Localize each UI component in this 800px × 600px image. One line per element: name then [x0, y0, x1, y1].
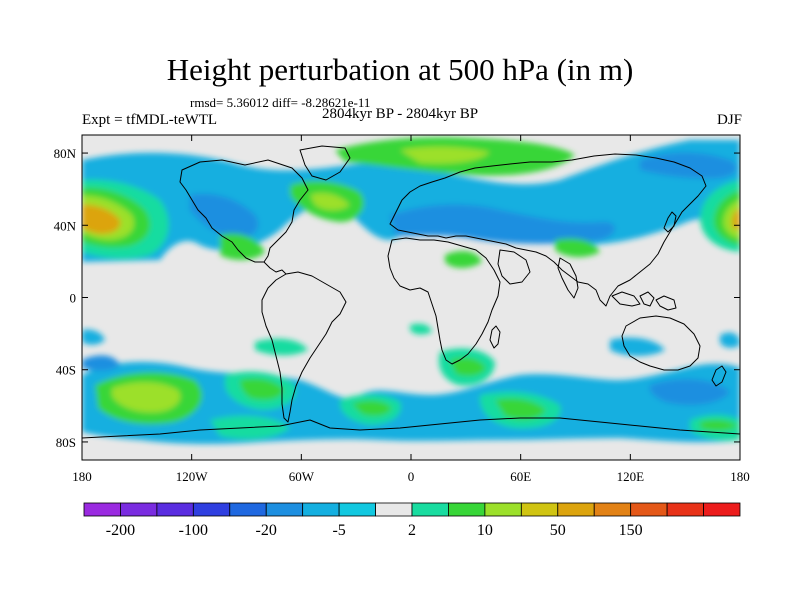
lat-tick-label: 80N	[54, 146, 77, 161]
contour-fill-sh-green-sa	[240, 378, 284, 400]
colorbar-label: -5	[332, 522, 345, 539]
colorbar-swatch	[375, 502, 413, 517]
contour-fill-nh-yellow-atl	[310, 193, 350, 211]
longitude-ticks: 180 120W 60W 0 60E 120E 180	[72, 135, 750, 484]
coastlines	[82, 145, 740, 439]
contour-fill-sh-green-aus	[700, 419, 738, 431]
contour-fill-sh-yellow-pac	[112, 382, 181, 413]
colorbar-swatch	[666, 502, 704, 517]
contour-fill-trop-blue-1	[82, 329, 105, 345]
coastline-maritime-continent	[611, 291, 677, 311]
contour-fill-sh-deepblue-1	[82, 355, 120, 371]
map-plot-area	[82, 135, 740, 460]
coastline-new-zealand	[711, 365, 727, 387]
coastline-japan	[663, 211, 677, 233]
colorbar-swatch	[593, 502, 632, 517]
contour-fills	[82, 137, 740, 445]
coastline-australia	[621, 315, 701, 371]
contour-fill-nh-orange-pac	[82, 204, 121, 234]
coastline-india	[557, 257, 579, 299]
lon-tick-label: 180	[72, 469, 92, 484]
colorbar-swatch	[265, 502, 304, 517]
colorbar-swatch	[484, 502, 522, 517]
colorbar-swatch	[229, 502, 267, 517]
contour-fill-nh-yellow-arctic	[400, 146, 490, 164]
colorbar-label: 50	[550, 522, 566, 539]
stats-text: rmsd= 5.36012 diff= -8.28621e-11	[190, 95, 371, 110]
contour-fill-nh-deepblue-1	[390, 204, 615, 244]
colorbar-swatch	[83, 502, 121, 517]
contour-fill-mexico-green	[220, 233, 265, 260]
contour-fill-nh-orange-wpac	[731, 208, 740, 230]
coastline-greenland	[299, 145, 351, 181]
latitude-ticks: 80N 40N 0 40S 80S	[54, 146, 740, 450]
colorbar: -200 -100 -20 -5 2 10 50 150	[83, 502, 741, 539]
colorbar-swatch	[156, 502, 194, 517]
colorbar-swatch	[703, 502, 741, 517]
coastline-north-america	[179, 159, 309, 263]
colorbar-swatch	[630, 502, 668, 517]
colorbar-label: -100	[179, 522, 208, 539]
colorbar-swatch	[302, 502, 340, 517]
contour-fill-sh-green-ind	[495, 398, 546, 420]
colorbar-label: 10	[477, 522, 493, 539]
coastline-madagascar	[489, 325, 501, 349]
figure-title: Height perturbation at 500 hPa (in m)	[166, 52, 634, 87]
colorbar-label: 150	[619, 522, 643, 539]
coastline-central-america	[263, 261, 287, 275]
coastline-africa	[387, 237, 501, 365]
lat-tick-label: 40N	[54, 218, 77, 233]
coastline-antarctica	[82, 417, 740, 439]
contour-fill-nh-deepblue-2	[190, 193, 259, 239]
contour-fill-sh-deepblue-2	[649, 379, 730, 405]
contour-fill-trop-blue-3	[720, 332, 740, 348]
lat-tick-label: 80S	[56, 435, 76, 450]
colorbar-swatch	[448, 502, 486, 517]
contour-fill-sh-green-atl	[352, 400, 392, 416]
colorbar-swatch	[520, 502, 559, 517]
colorbar-swatch	[338, 502, 376, 517]
contour-fill-india-green	[555, 238, 600, 258]
contour-fill-trop-teal-2	[410, 323, 432, 335]
lat-tick-label: 0	[70, 291, 77, 306]
colorbar-swatch	[411, 502, 449, 517]
colorbar-label: 2	[408, 522, 416, 539]
colorbar-swatch	[120, 502, 158, 517]
coastline-arabia	[497, 249, 531, 285]
lon-tick-label: 120W	[176, 469, 209, 484]
season-label: DJF	[716, 112, 742, 128]
colorbar-swatch	[557, 502, 595, 517]
contour-fill-trop-teal-1	[255, 338, 308, 356]
coastline-south-america	[261, 271, 347, 423]
contour-fill-nh-deepblue-3	[640, 152, 737, 179]
contour-fill-africa-green	[445, 250, 482, 268]
experiment-label: Expt = tfMDL-teWTL	[82, 112, 218, 128]
lon-tick-label: 180	[730, 469, 750, 484]
lat-tick-label: 40S	[56, 363, 76, 378]
lon-tick-label: 60E	[510, 469, 531, 484]
map-axes: 180 120W 60W 0 60E 120E 180 80N 40N 0 40S 80S	[54, 134, 750, 484]
colorbar-label: -200	[106, 522, 135, 539]
period-text: 2804kyr BP - 2804kyr BP	[321, 106, 479, 122]
lon-tick-label: 60W	[289, 469, 315, 484]
lon-tick-label: 0	[408, 469, 415, 484]
coastline-eurasia	[389, 153, 707, 307]
contour-fill-sh-green-africa	[450, 357, 486, 376]
colorbar-swatch	[192, 502, 231, 517]
colorbar-label: -20	[256, 522, 277, 539]
lon-tick-label: 120E	[617, 469, 645, 484]
